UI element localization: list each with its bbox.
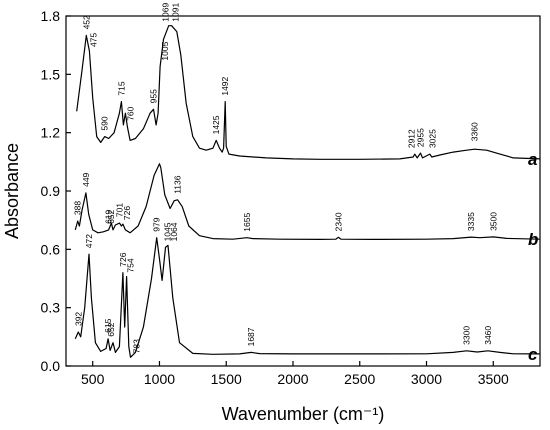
peak-label-c: 754: [126, 258, 136, 272]
y-tick-label: 1.2: [41, 125, 61, 141]
series-tags: a b c: [528, 150, 538, 364]
x-tick-label: 2500: [344, 371, 375, 387]
peak-label-a: 475: [88, 33, 98, 47]
peak-label-b: 619: [104, 209, 114, 223]
x-tick-label: 2000: [277, 371, 308, 387]
peak-label-c: 1687: [246, 327, 256, 346]
peak-label-a: 3360: [470, 122, 480, 141]
peak-label-b: 1655: [242, 212, 252, 231]
y-tick-label: 0.0: [41, 358, 61, 374]
peak-label-c: 1064: [169, 222, 179, 241]
y-tick-label: 1.5: [41, 66, 61, 82]
peak-label-c: 472: [84, 234, 94, 248]
peak-label-a: 955: [149, 89, 159, 103]
y-axis-title: Absorbance: [2, 143, 22, 239]
peak-label-c: 615: [103, 318, 113, 332]
series-tag-a: a: [528, 150, 537, 169]
y-tick-label: 0.6: [41, 241, 61, 257]
peak-label-b: 1136: [173, 175, 183, 194]
peak-label-c: 979: [152, 217, 162, 231]
peak-label-a: 1425: [211, 115, 221, 134]
peak-label-c: 726: [118, 252, 128, 266]
series-b-line: [74, 163, 541, 240]
peak-label-b: 3335: [466, 212, 476, 231]
y-tick-label: 1.8: [41, 8, 61, 24]
x-axis-ticks: 500 1000 1500 2000 2500 3000 3500: [81, 361, 509, 387]
spectra: [74, 25, 541, 358]
series-tag-b: b: [528, 230, 538, 249]
peak-label-c: 3300: [462, 326, 472, 345]
peak-label-c: 3460: [483, 326, 493, 345]
peak-label-a: 590: [100, 116, 110, 130]
series-c-line: [74, 237, 541, 358]
peak-label-b: 701: [114, 203, 124, 217]
peak-label-c: 392: [73, 312, 83, 326]
x-tick-label: 500: [81, 371, 105, 387]
y-tick-label: 0.9: [41, 183, 61, 199]
series-a-line: [76, 25, 541, 160]
peak-label-a: 452: [81, 15, 91, 29]
peak-label-a: 2955: [415, 128, 425, 147]
y-axis-ticks: 0.0 0.3 0.6 0.9 1.2 1.5 1.8: [41, 8, 71, 374]
plot-frame: [65, 15, 541, 367]
y-tick-label: 0.3: [41, 300, 61, 316]
peak-label-c: 652: [106, 322, 116, 336]
x-tick-label: 3500: [478, 371, 509, 387]
peak-label-c: 783: [131, 339, 141, 353]
peak-label-b: 3500: [488, 212, 498, 231]
x-tick-label: 3000: [411, 371, 442, 387]
x-tick-label: 1000: [144, 371, 175, 387]
peak-label-b: 652: [106, 209, 116, 223]
series-tag-c: c: [528, 345, 538, 364]
peak-label-b: 388: [73, 201, 83, 215]
x-tick-label: 1500: [211, 371, 242, 387]
peak-label-b: 449: [81, 172, 91, 186]
peak-label-a: 1091: [171, 3, 181, 22]
peak-label-b: 2340: [333, 212, 343, 231]
peak-label-b: 726: [122, 206, 132, 220]
peak-label-a: 760: [125, 106, 135, 120]
peak-labels: 452 475 590 715 760 955 1005 1069 1091 1425 1492 29…: [73, 3, 499, 354]
peak-label-a: 715: [116, 81, 126, 95]
peak-label-c: 1045: [162, 222, 172, 241]
peak-label-a: 1005: [160, 41, 170, 60]
peak-label-a: 2912: [407, 129, 417, 148]
x-axis-title: Wavenumber (cm⁻¹): [222, 404, 385, 424]
peak-label-a: 3025: [428, 129, 438, 148]
peak-label-a: 1492: [220, 76, 230, 95]
peak-label-a: 1069: [161, 3, 171, 22]
